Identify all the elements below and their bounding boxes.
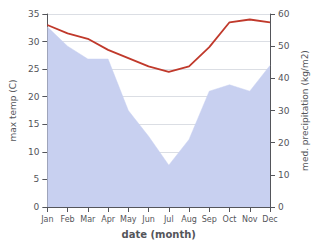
svg-text:30: 30 bbox=[278, 106, 290, 116]
svg-text:Jan: Jan bbox=[40, 215, 53, 224]
svg-text:Aug: Aug bbox=[181, 215, 197, 224]
svg-text:Oct: Oct bbox=[223, 215, 237, 224]
svg-text:Jul: Jul bbox=[163, 215, 174, 224]
svg-text:date (month): date (month) bbox=[121, 229, 195, 240]
svg-text:25: 25 bbox=[28, 64, 39, 74]
svg-text:Nov: Nov bbox=[242, 215, 258, 224]
svg-text:May: May bbox=[120, 215, 137, 224]
svg-text:15: 15 bbox=[28, 119, 39, 129]
svg-text:60: 60 bbox=[278, 9, 290, 19]
svg-text:med. precipitation (kg/m2): med. precipitation (kg/m2) bbox=[300, 50, 310, 171]
svg-text:Dec: Dec bbox=[262, 215, 277, 224]
svg-text:0: 0 bbox=[34, 202, 40, 212]
svg-text:10: 10 bbox=[28, 147, 40, 157]
svg-text:Feb: Feb bbox=[61, 215, 75, 224]
svg-text:30: 30 bbox=[28, 37, 40, 47]
svg-text:Apr: Apr bbox=[101, 215, 116, 224]
svg-text:10: 10 bbox=[278, 170, 290, 180]
svg-text:Mar: Mar bbox=[80, 215, 96, 224]
svg-text:max temp (C): max temp (C) bbox=[8, 79, 18, 141]
svg-text:5: 5 bbox=[34, 174, 40, 184]
svg-text:50: 50 bbox=[278, 41, 290, 51]
svg-text:20: 20 bbox=[28, 92, 40, 102]
svg-text:Sep: Sep bbox=[202, 215, 217, 224]
svg-text:0: 0 bbox=[278, 202, 284, 212]
svg-text:40: 40 bbox=[278, 73, 290, 83]
svg-text:35: 35 bbox=[28, 9, 39, 19]
svg-text:Jun: Jun bbox=[141, 215, 155, 224]
svg-text:20: 20 bbox=[278, 138, 290, 148]
